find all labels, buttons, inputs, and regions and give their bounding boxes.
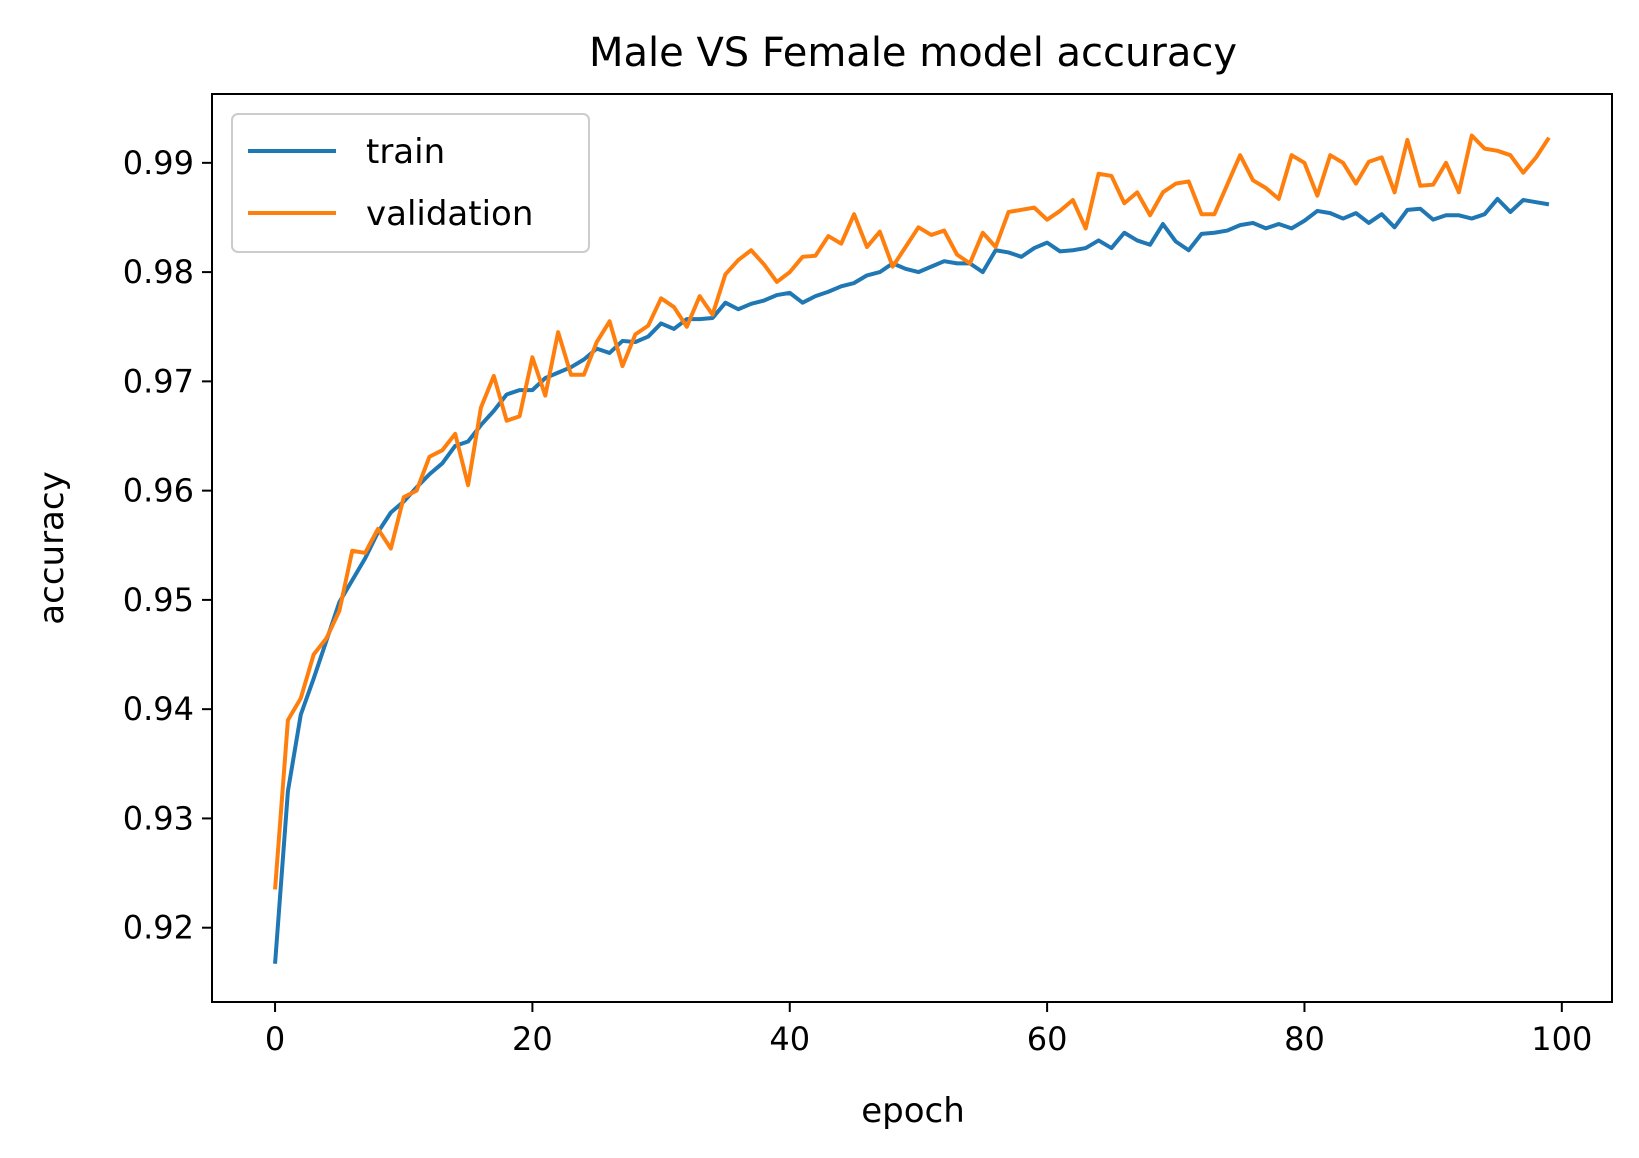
series-line-validation bbox=[273, 133, 1551, 890]
y-axis-ticks: 0.92 0.93 0.94 0.95 0.96 0.97 0.98 0.99 bbox=[123, 144, 212, 947]
chart-title: Male VS Female model accuracy bbox=[589, 30, 1237, 76]
y-tick-label: 0.97 bbox=[123, 362, 194, 400]
series-lines bbox=[273, 133, 1551, 964]
y-tick-label: 0.99 bbox=[123, 144, 194, 182]
series-line-train bbox=[273, 196, 1550, 964]
x-axis-ticks: 0 20 40 60 80 100 bbox=[265, 1002, 1592, 1058]
y-tick-label: 0.93 bbox=[123, 799, 194, 837]
legend-label-validation: validation bbox=[366, 194, 533, 234]
y-tick-label: 0.94 bbox=[123, 690, 194, 728]
x-tick-label: 60 bbox=[1027, 1020, 1068, 1058]
x-axis-label: epoch bbox=[861, 1091, 965, 1131]
x-tick-label: 0 bbox=[265, 1020, 285, 1058]
y-tick-label: 0.95 bbox=[123, 581, 194, 619]
x-tick-label: 100 bbox=[1531, 1020, 1592, 1058]
legend-box bbox=[231, 113, 590, 253]
y-tick-label: 0.92 bbox=[123, 909, 194, 947]
x-tick-label: 20 bbox=[512, 1020, 553, 1058]
y-tick-label: 0.98 bbox=[123, 253, 194, 291]
x-tick-label: 40 bbox=[769, 1020, 810, 1058]
y-axis-label: accuracy bbox=[32, 471, 72, 624]
plot-frame bbox=[211, 93, 1613, 1003]
legend-label-train: train bbox=[366, 132, 445, 172]
x-tick-label: 80 bbox=[1284, 1020, 1325, 1058]
legend: train validation bbox=[231, 113, 590, 253]
y-tick-label: 0.96 bbox=[123, 472, 194, 510]
